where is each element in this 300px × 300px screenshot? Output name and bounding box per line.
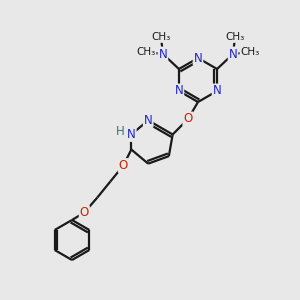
Text: O: O [183, 112, 193, 125]
Text: CH₃: CH₃ [225, 32, 245, 42]
Text: N: N [144, 114, 153, 127]
Text: O: O [80, 206, 89, 219]
Text: N: N [159, 47, 167, 61]
Text: N: N [213, 85, 221, 98]
Text: O: O [119, 159, 128, 172]
Text: N: N [194, 52, 202, 64]
Text: CH₃: CH₃ [136, 47, 156, 57]
Text: CH₃: CH₃ [240, 47, 260, 57]
Text: N: N [229, 47, 237, 61]
Text: H: H [116, 125, 125, 138]
Text: N: N [175, 85, 183, 98]
Text: CH₃: CH₃ [151, 32, 171, 42]
Text: N: N [127, 128, 136, 141]
